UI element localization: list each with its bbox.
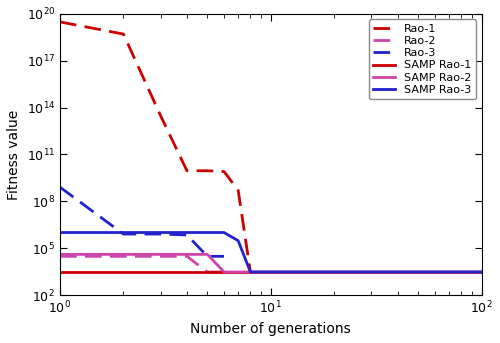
Line: SAMP Rao-2: SAMP Rao-2	[60, 255, 482, 272]
Rao-2	[57, 254, 63, 258]
Rao-2	[221, 270, 227, 274]
Line: Rao-1: Rao-1	[60, 22, 250, 272]
Y-axis label: Fitness value: Fitness value	[7, 109, 21, 200]
SAMP Rao-3	[235, 239, 241, 243]
Legend: Rao-1, Rao-2, Rao-3, SAMP Rao-1, SAMP Rao-2, SAMP Rao-3: Rao-1, Rao-2, Rao-3, SAMP Rao-1, SAMP Ra…	[369, 19, 476, 99]
Line: Rao-3: Rao-3	[60, 187, 224, 256]
Rao-1	[204, 169, 210, 173]
SAMP Rao-2	[158, 252, 164, 257]
Rao-2	[204, 270, 210, 274]
SAMP Rao-3	[204, 230, 210, 235]
Rao-1	[248, 270, 254, 274]
Rao-3	[221, 254, 227, 258]
Line: Rao-2: Rao-2	[60, 256, 224, 272]
SAMP Rao-2	[120, 252, 126, 257]
SAMP Rao-2	[221, 270, 227, 274]
SAMP Rao-3	[478, 270, 484, 274]
Rao-1	[221, 169, 227, 174]
Rao-3	[204, 254, 210, 258]
Rao-1	[184, 169, 190, 173]
SAMP Rao-3	[120, 230, 126, 235]
Rao-3	[120, 232, 126, 236]
Rao-1	[57, 20, 63, 24]
SAMP Rao-2	[478, 270, 484, 274]
Rao-1	[158, 114, 164, 118]
Rao-3	[57, 185, 63, 189]
SAMP Rao-3	[221, 230, 227, 235]
SAMP Rao-3	[248, 270, 254, 274]
SAMP Rao-3	[57, 230, 63, 235]
SAMP Rao-2	[184, 252, 190, 257]
SAMP Rao-2	[235, 270, 241, 274]
SAMP Rao-3	[184, 230, 190, 235]
Rao-2	[120, 254, 126, 258]
Rao-1	[120, 32, 126, 36]
Rao-2	[158, 254, 164, 258]
X-axis label: Number of generations: Number of generations	[190, 322, 351, 336]
Rao-2	[184, 254, 190, 258]
SAMP Rao-2	[204, 252, 210, 257]
Rao-3	[158, 232, 164, 236]
Rao-1	[235, 188, 241, 192]
Rao-3	[184, 233, 190, 237]
SAMP Rao-3	[158, 230, 164, 235]
Line: SAMP Rao-3: SAMP Rao-3	[60, 233, 482, 272]
SAMP Rao-2	[57, 252, 63, 257]
SAMP Rao-2	[248, 270, 254, 274]
